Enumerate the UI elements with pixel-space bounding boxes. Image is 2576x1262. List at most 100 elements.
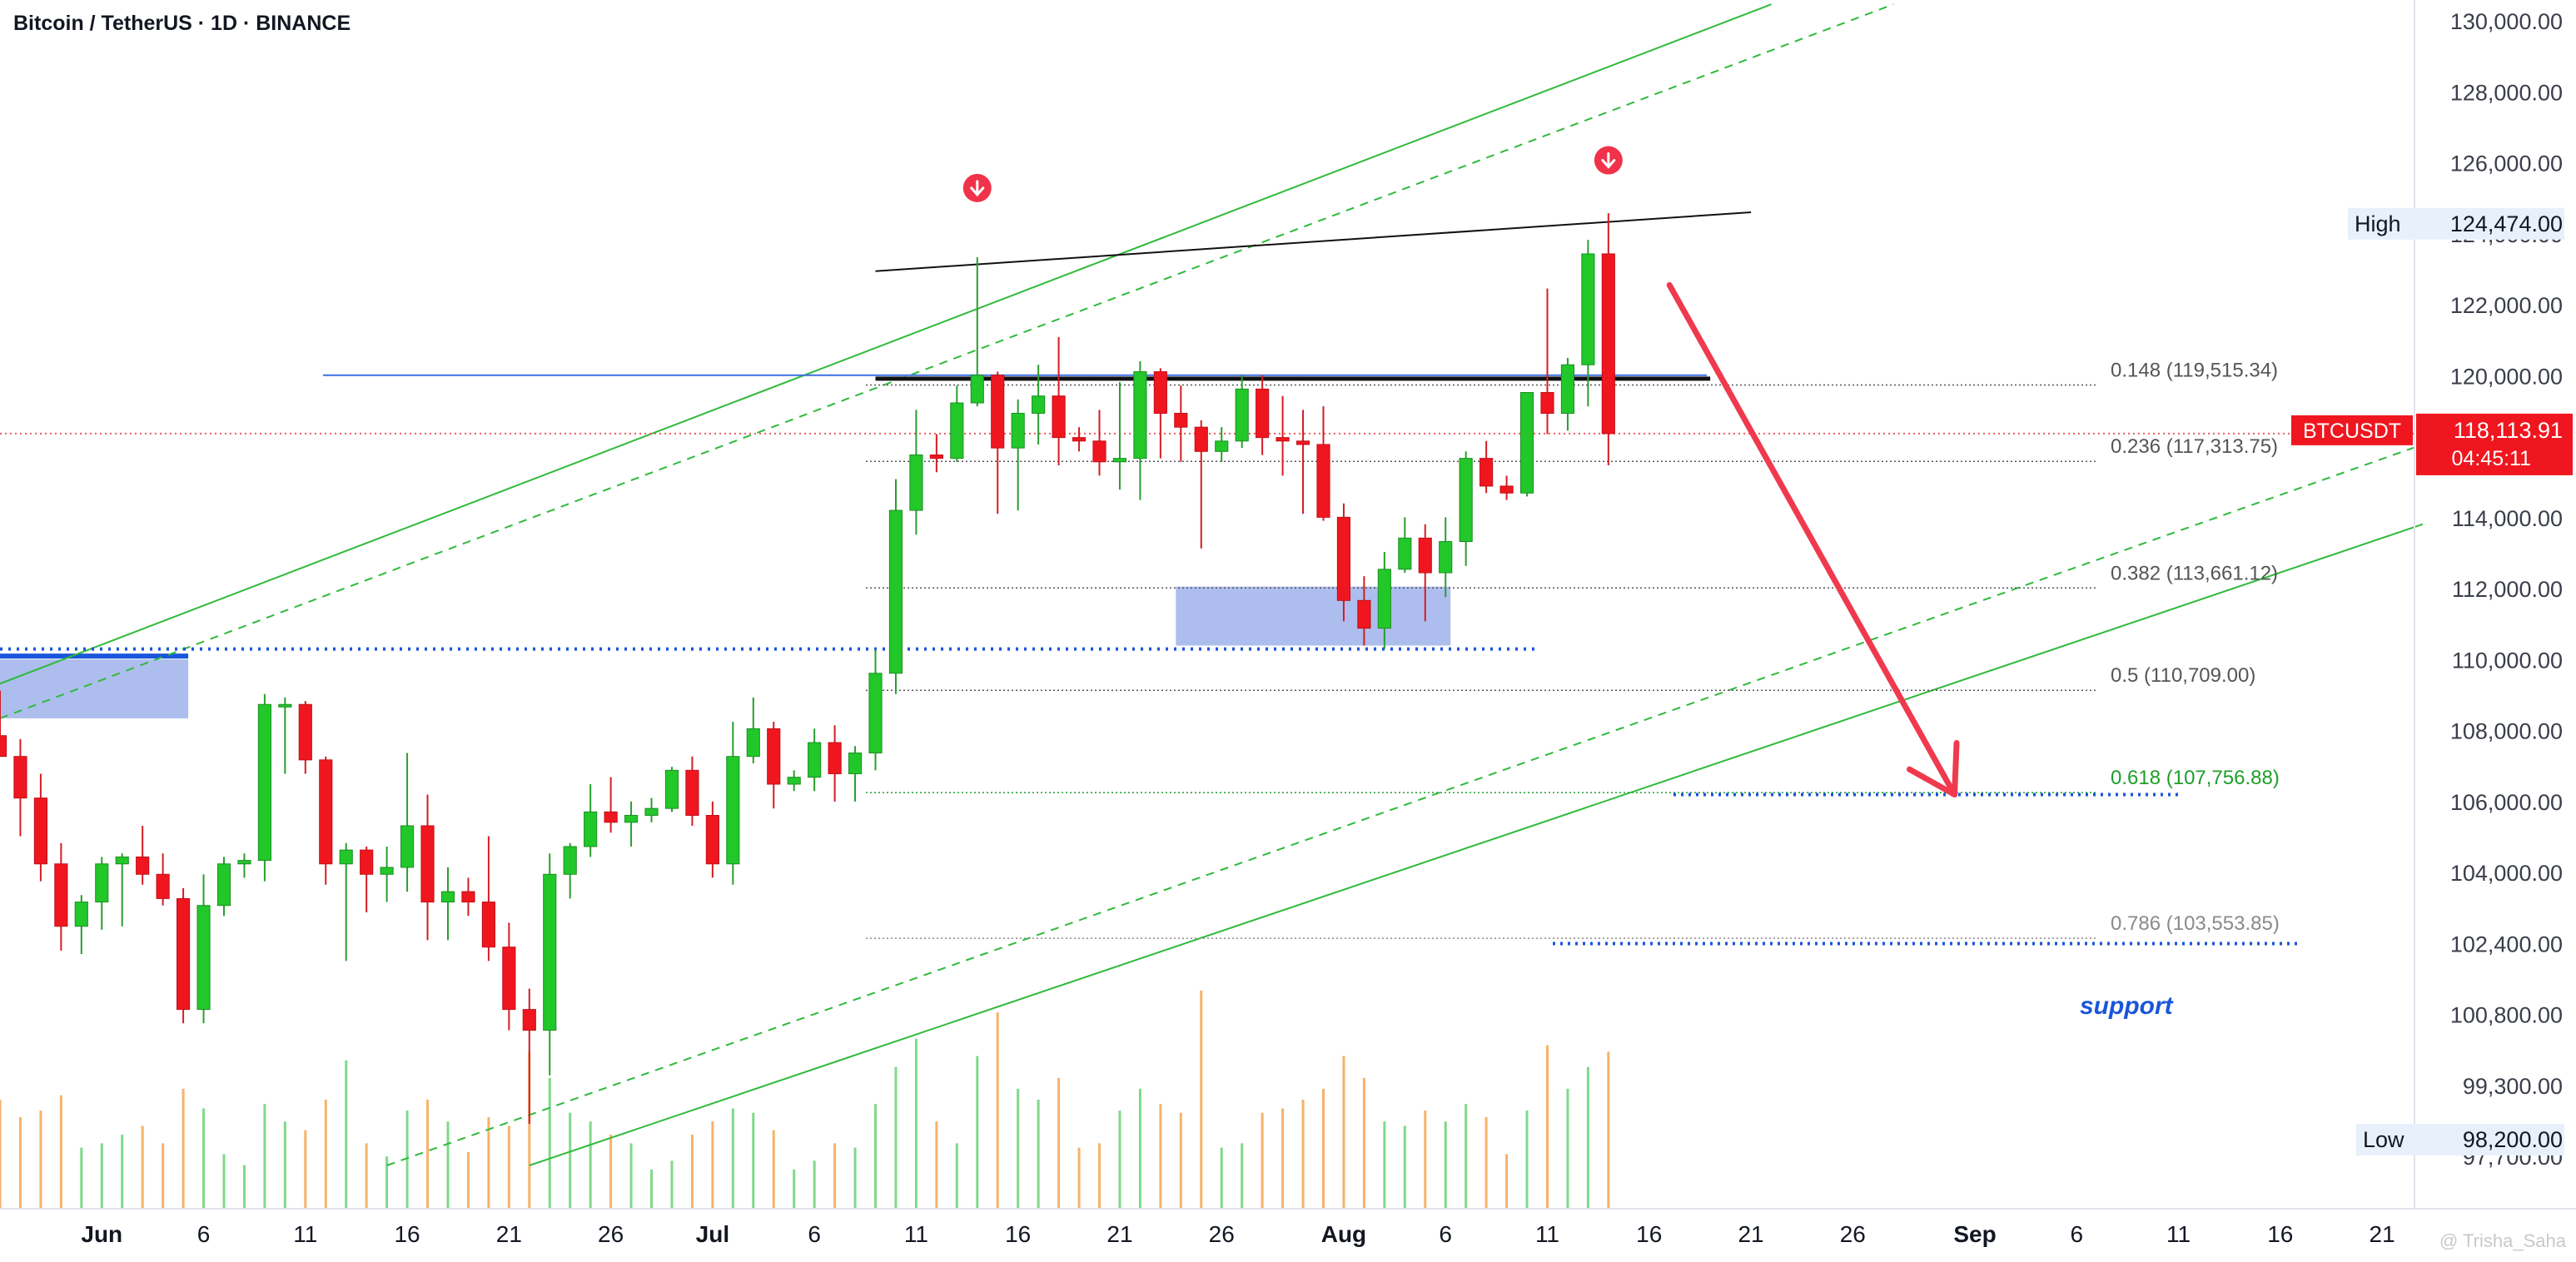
candle <box>380 846 394 902</box>
candle <box>1459 451 1473 566</box>
volume-bar <box>894 1066 898 1209</box>
volume-bar <box>202 1108 206 1209</box>
volume-bar <box>1444 1121 1447 1209</box>
candle <box>95 857 109 930</box>
candle-body <box>1499 485 1514 494</box>
volume-bar <box>100 1143 103 1209</box>
time-axis-tick-label: 11 <box>904 1221 928 1247</box>
volume-bar <box>813 1160 816 1209</box>
demand-zone <box>0 659 189 718</box>
candle-body <box>440 891 455 903</box>
candle <box>1519 392 1534 497</box>
volume-bar <box>569 1112 572 1209</box>
high-value: 124,474.00 <box>2450 211 2563 236</box>
candle <box>136 825 150 885</box>
candle <box>440 867 455 941</box>
candle-body <box>177 897 191 1011</box>
volume-bar <box>242 1165 246 1209</box>
candle <box>1235 375 1249 449</box>
price-axis-tick-label: 122,000.00 <box>2450 293 2563 318</box>
candle <box>1479 440 1494 494</box>
fib-level-label: 0.5 (110,709.00) <box>2111 664 2255 687</box>
high-label: High <box>2355 211 2401 236</box>
candle <box>1336 503 1351 622</box>
candle-body <box>196 905 211 1011</box>
price-axis-tick-label: 128,000.00 <box>2450 80 2563 105</box>
volume-bar <box>405 1110 409 1209</box>
time-axis-tick-label: 21 <box>2370 1221 2395 1247</box>
volume-bar <box>793 1169 796 1209</box>
candle-body <box>848 753 863 775</box>
volume-bar <box>1077 1147 1081 1209</box>
volume-bar <box>1200 991 1203 1209</box>
time-axis-tick-label: 26 <box>1209 1221 1235 1247</box>
price-axis-tick-label: 110,000.00 <box>2452 648 2563 673</box>
candle <box>420 794 435 941</box>
candle <box>339 842 353 961</box>
forecast-arrow-line <box>1666 281 1958 797</box>
candle-body <box>767 728 781 785</box>
chart-title: Bitcoin / TetherUS · 1D · BINANCE <box>13 12 351 35</box>
volume-bar <box>466 1151 470 1209</box>
low-value: 98,200.00 <box>2463 1127 2563 1152</box>
volume-bar <box>1057 1077 1061 1209</box>
candle-body <box>1174 412 1188 428</box>
volume-bar <box>1017 1088 1020 1209</box>
candle-body <box>481 902 495 948</box>
candle-body <box>808 742 822 778</box>
candle-body <box>1295 440 1310 445</box>
candle <box>13 738 27 837</box>
candle <box>237 853 251 878</box>
watermark: @ Trisha_Saha <box>2439 1230 2566 1251</box>
volume-bar <box>650 1169 654 1209</box>
candle-body <box>1377 569 1391 629</box>
price-axis-tick-label: 120,000.00 <box>2450 364 2563 389</box>
volume-bar <box>589 1121 592 1209</box>
volume-bar <box>121 1134 124 1209</box>
candle <box>1256 375 1270 455</box>
price-axis-tick-label: 102,400.00 <box>2450 932 2563 956</box>
candle <box>481 836 495 961</box>
candle <box>624 801 639 847</box>
fib-level-label: 0.786 (103,553.85) <box>2111 912 2280 935</box>
fib-level-label: 0.148 (119,515.34) <box>2111 360 2278 382</box>
volume-bar <box>935 1121 938 1209</box>
volume-bar <box>324 1100 327 1209</box>
candle-body <box>319 759 333 865</box>
candle-body <box>1459 458 1473 543</box>
volume-bar <box>1098 1143 1102 1209</box>
volume-bar <box>446 1121 450 1209</box>
candle <box>767 722 781 809</box>
candle <box>746 697 760 764</box>
candle-body <box>1133 371 1147 460</box>
time-axis-tick-label: Jun <box>81 1221 122 1247</box>
candle <box>0 690 7 758</box>
candle <box>1032 365 1046 445</box>
candle <box>1295 410 1310 514</box>
candle-body <box>604 811 618 823</box>
channel-lower-line <box>529 523 2424 1166</box>
candle <box>1276 395 1290 476</box>
candle-body <box>33 797 47 865</box>
time-axis-tick-label: 6 <box>197 1221 211 1247</box>
candle <box>1439 517 1453 598</box>
candle-body <box>298 703 312 761</box>
candle-countdown: 04:45:11 <box>2452 447 2531 470</box>
candle-body <box>1316 444 1330 518</box>
candle-body <box>1276 437 1290 442</box>
candle-body <box>1479 458 1494 487</box>
volume-bar <box>0 1100 2 1209</box>
candle <box>685 756 699 826</box>
candle-body <box>522 1009 536 1031</box>
volume-bar <box>1301 1100 1305 1209</box>
candle <box>1560 357 1575 431</box>
volume-bar <box>853 1147 857 1209</box>
candle-body <box>543 873 557 1031</box>
current-price-badge-background <box>2416 413 2573 475</box>
candle-body <box>991 375 1005 449</box>
candle <box>278 697 292 774</box>
volume-bar <box>1037 1100 1040 1209</box>
time-axis-tick-label: 11 <box>2166 1221 2191 1247</box>
candle-body <box>685 769 699 816</box>
